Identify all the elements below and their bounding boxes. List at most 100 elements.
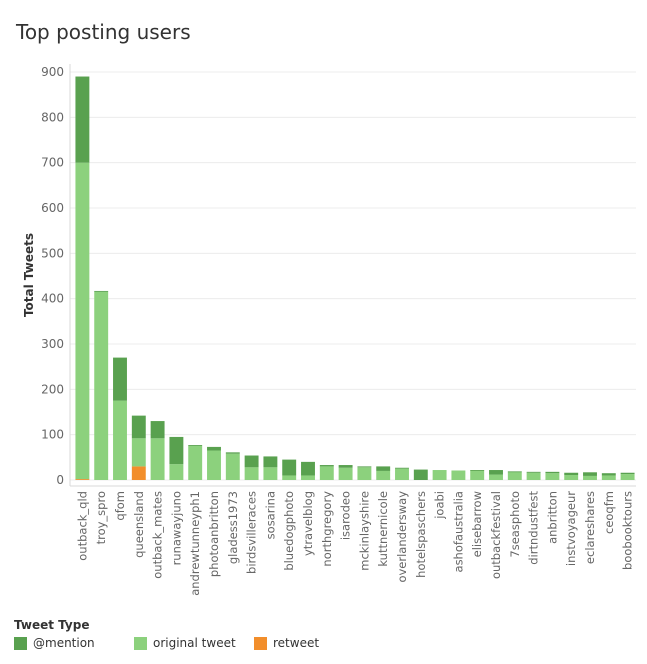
legend-swatch (134, 636, 147, 650)
bar-segment-original-tweet (583, 475, 597, 480)
bar-segment-original-tweet (470, 470, 485, 480)
bar-segment-retweet (75, 479, 90, 480)
x-tick-label: runawayjuno (169, 491, 183, 565)
bar-segment-mention (169, 436, 184, 465)
legend-label: @mention (33, 636, 95, 650)
legend-label: original tweet (153, 636, 236, 650)
x-tick-label: dirtndustfest (527, 491, 541, 565)
x-tick-label: outbackfestival (489, 491, 503, 579)
bar-segment-retweet (131, 466, 146, 480)
bar-segment-mention (131, 415, 146, 439)
x-tick-label: photoanbritton (207, 491, 221, 577)
x-tick-label: eclareshares (583, 491, 597, 564)
bar-segment-original-tweet (150, 438, 165, 480)
bar-segment-mention (188, 445, 203, 446)
bar-segment-original-tweet (357, 467, 372, 480)
bar-segment-original-tweet (395, 468, 409, 480)
bar-segment-original-tweet (601, 475, 616, 480)
bar-segment-mention (564, 472, 579, 476)
bar-segment-mention (75, 76, 90, 163)
y-tick-label: 400 (41, 292, 64, 306)
legend-item[interactable]: original tweet (134, 636, 236, 650)
bar-segment-mention (620, 472, 635, 475)
bar-segment-original-tweet (225, 453, 240, 480)
bar-segment-mention (94, 290, 109, 292)
bar-segment-original-tweet (301, 475, 315, 480)
bar-segment-original-tweet (169, 464, 184, 480)
bar-segment-original-tweet (620, 474, 635, 480)
x-tick-label: ashofaustralia (451, 491, 465, 572)
bar-segment-mention (413, 469, 428, 480)
x-tick-label: outback_mates (151, 491, 165, 579)
x-tick-label: boobooktours (621, 491, 635, 570)
bar-segment-mention (489, 470, 503, 475)
bar-segment-original-tweet (131, 438, 146, 467)
bar-segment-mention (376, 466, 391, 471)
x-tick-label: elisebarrow (470, 491, 484, 557)
bar-segment-original-tweet (489, 474, 503, 480)
bar-segment-mention (207, 446, 221, 451)
legend-label: retweet (273, 636, 320, 650)
bar-segment-mention (301, 461, 315, 476)
x-tick-label: isarodeo (339, 491, 353, 540)
bar-segment-mention (357, 466, 372, 468)
legend-swatch (254, 636, 267, 650)
bar-segment-original-tweet (432, 470, 447, 480)
x-tick-label: queensland (132, 491, 146, 558)
bar-segment-original-tweet (188, 446, 203, 480)
bar-segment-mention (319, 465, 334, 467)
x-tick-label: gladess1973 (226, 491, 240, 564)
bar-segment-mention (545, 471, 560, 474)
x-tick-label: andrewtunneyph1 (188, 491, 202, 596)
bar-segment-mention (150, 421, 165, 439)
bar-segment-mention (395, 467, 409, 469)
bar-segment-original-tweet (244, 467, 259, 480)
bar-segment-original-tweet (207, 450, 221, 480)
legend: Tweet Type @mention original tweet retweet (14, 618, 634, 654)
x-tick-label: instvoyageur (564, 491, 578, 566)
bar-segment-original-tweet (113, 400, 127, 480)
x-tick-label: overlandersway (395, 491, 409, 583)
x-tick-label: joabi (433, 491, 447, 520)
bar-segment-original-tweet (263, 467, 278, 480)
legend-item[interactable]: retweet (254, 636, 319, 650)
bar-segment-mention (244, 455, 259, 468)
legend-swatch (14, 636, 27, 650)
y-tick-label: 600 (41, 201, 64, 215)
x-tick-label: kuttnernicole (376, 491, 390, 567)
x-tick-label: hotelspaschers (414, 491, 428, 578)
bar-segment-mention (263, 456, 278, 468)
x-tick-label: qfom (113, 491, 127, 521)
bar-segment-original-tweet (282, 475, 297, 480)
x-tick-label: ceoqfm (602, 491, 616, 534)
y-tick-label: 800 (41, 110, 64, 124)
bar-segment-original-tweet (94, 291, 109, 480)
x-tick-label: 7seasphoto (508, 491, 522, 558)
bar-segment-mention (282, 459, 297, 476)
legend-item[interactable]: @mention (14, 636, 95, 650)
bar-segment-mention (583, 472, 597, 476)
x-tick-label: bluedogphoto (282, 491, 296, 571)
y-tick-label: 0 (56, 473, 64, 487)
bar-segment-mention (225, 452, 240, 454)
y-tick-label: 100 (41, 428, 64, 442)
bar-segment-mention (470, 470, 485, 471)
bar-segment-mention (507, 471, 522, 473)
x-tick-label: birdsvilleraces (245, 491, 259, 574)
y-tick-label: 300 (41, 337, 64, 351)
legend-title: Tweet Type (14, 618, 90, 632)
x-tick-label: troy_spro (94, 491, 108, 544)
legend-items: @mention original tweet retweet (14, 636, 634, 654)
x-tick-label: mckinlayshire (357, 491, 371, 571)
x-tick-label: anbritton (545, 491, 559, 544)
bar-segment-original-tweet (75, 162, 90, 480)
bar-segment-original-tweet (376, 470, 391, 480)
bar-segment-mention (338, 465, 353, 468)
x-tick-label: outback_qld (75, 491, 89, 561)
y-tick-label: 900 (41, 65, 64, 79)
bar-segment-original-tweet (564, 475, 579, 480)
stacked-bar-chart: 0 100 200 300 400 500 600 700 800 900 Total Tweets… (22, 64, 636, 596)
chart-title: Top posting users (16, 20, 191, 44)
bar-segment-mention (113, 357, 127, 401)
bar-segment-original-tweet (338, 467, 353, 480)
